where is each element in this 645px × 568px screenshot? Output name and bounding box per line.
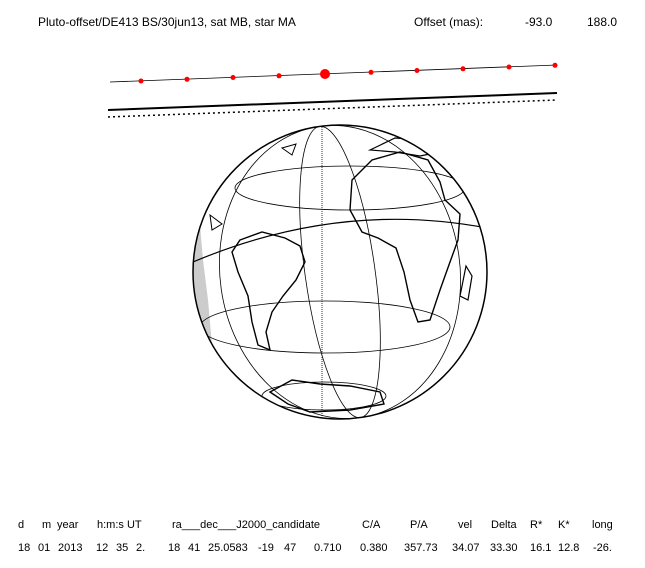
event-table: d m year h:m:s UT ra___dec___J2000_candidate… bbox=[18, 519, 613, 554]
table-cell: 12 bbox=[96, 542, 108, 554]
column-header: R* bbox=[530, 519, 543, 531]
column-header: Delta bbox=[491, 519, 518, 531]
column-header: vel bbox=[458, 519, 472, 531]
time-markers bbox=[138, 62, 558, 84]
table-cell: 35 bbox=[116, 542, 128, 554]
column-header: d bbox=[18, 519, 24, 531]
shadow-path bbox=[107, 62, 558, 118]
table-cell: 2. bbox=[136, 542, 145, 554]
table-cell: 33.30 bbox=[490, 542, 518, 554]
table-cell: 18 bbox=[168, 542, 180, 554]
column-header: P/A bbox=[410, 519, 428, 531]
table-cell: 01 bbox=[38, 542, 50, 554]
table-cell: 0.710 bbox=[314, 542, 342, 554]
offset-y: 188.0 bbox=[587, 15, 617, 29]
column-header: h:m:s UT bbox=[97, 519, 142, 531]
column-header: K* bbox=[558, 519, 570, 531]
table-cell: 34.07 bbox=[452, 542, 480, 554]
offset-x: -93.0 bbox=[525, 15, 553, 29]
center-track bbox=[109, 64, 558, 83]
table-cell: 2013 bbox=[58, 542, 82, 554]
column-header: long bbox=[592, 519, 613, 531]
table-cell: 25.0583 bbox=[208, 542, 248, 554]
column-header: C/A bbox=[362, 519, 381, 531]
shadow-limit bbox=[107, 92, 558, 111]
table-cell: 16.1 bbox=[530, 542, 551, 554]
table-cell: -26. bbox=[593, 542, 612, 554]
table-cell: 0.380 bbox=[360, 542, 388, 554]
table-cell: 47 bbox=[284, 542, 296, 554]
column-header: m bbox=[42, 519, 51, 531]
table-cell: -19 bbox=[258, 542, 274, 554]
table-cell: 41 bbox=[188, 542, 200, 554]
column-header: ra___dec___J2000_candidate bbox=[172, 519, 320, 531]
offset-label: Offset (mas): bbox=[414, 15, 483, 29]
column-header: year bbox=[57, 519, 79, 531]
globe bbox=[192, 124, 488, 420]
title: Pluto-offset/DE413 BS/30jun13, sat MB, s… bbox=[38, 15, 296, 29]
table-cell: 18 bbox=[18, 542, 30, 554]
table-cell: 357.73 bbox=[404, 542, 438, 554]
table-cell: 12.8 bbox=[558, 542, 579, 554]
